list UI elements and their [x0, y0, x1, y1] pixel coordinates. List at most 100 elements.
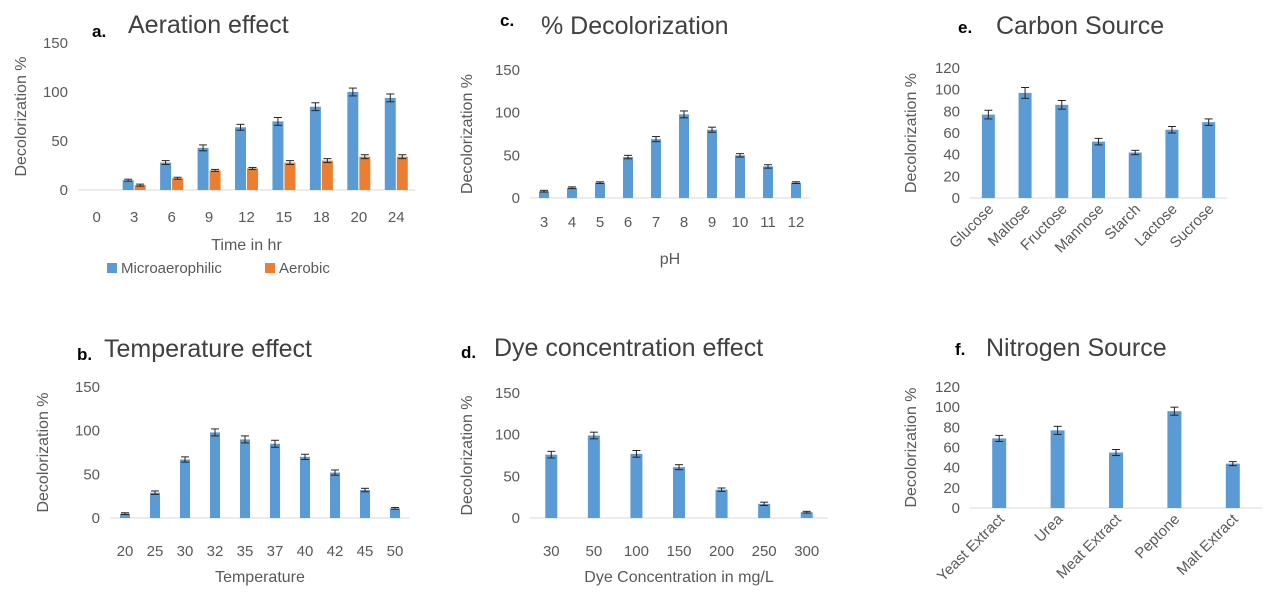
x-tick-label: 250 — [752, 543, 777, 560]
bar-c-s0-0 — [539, 191, 549, 198]
x-tick-label: 25 — [147, 543, 164, 560]
y-tick-label: 150 — [495, 385, 520, 402]
panel-label: c. — [500, 11, 514, 30]
bar-d-s0-5 — [758, 503, 771, 518]
bar-e-s0-6 — [1202, 122, 1216, 198]
bar-b-s0-0 — [120, 513, 130, 518]
y-tick-label: 0 — [60, 182, 68, 199]
panel-a: a. Aeration effect Decolorization % 0 50 100 1… — [13, 11, 415, 277]
bar-d-s0-0 — [545, 454, 558, 518]
chart-title: Aeration effect — [128, 11, 289, 39]
x-tick-label: 4 — [568, 214, 576, 231]
bar-c-s0-9 — [791, 182, 801, 198]
bar-c-s0-4 — [651, 139, 661, 198]
y-axis-title: Decolorization % — [459, 395, 476, 515]
bar-b-s0-8 — [360, 490, 370, 518]
x-tick-label: 12 — [788, 214, 805, 231]
bar-a-s1-6 — [321, 160, 333, 190]
x-tick-label: 3 — [540, 214, 548, 231]
x-tick-label: 15 — [276, 209, 293, 226]
bar-c-s0-8 — [763, 166, 773, 198]
y-tick-label: 120 — [935, 60, 960, 77]
y-tick-label: 80 — [943, 419, 960, 436]
x-tick-label: Urea — [1031, 510, 1066, 545]
x-tick-label: 24 — [388, 209, 405, 226]
bar-d-s0-3 — [673, 467, 685, 518]
y-tick-label: 150 — [495, 62, 520, 79]
bar-a-s1-3 — [209, 170, 221, 190]
bar-a-s1-7 — [359, 156, 371, 190]
y-tick-label: 0 — [92, 510, 100, 527]
y-tick-label: 120 — [935, 379, 960, 396]
bar-a-s0-1 — [122, 180, 134, 190]
bar-f-s0-0 — [992, 438, 1007, 508]
y-axis-title: Decolorization % — [13, 56, 30, 176]
panel-c: c. % Decolorization Decolorization % 0 50 100… — [459, 11, 810, 268]
y-tick-label: 100 — [75, 423, 100, 440]
x-tick-label: 12 — [238, 209, 255, 226]
x-tick-label: 35 — [237, 543, 254, 560]
x-tick-label: 20 — [117, 543, 134, 560]
x-tick-label: 42 — [327, 543, 344, 560]
x-tick-label: 37 — [267, 543, 284, 560]
y-tick-label: 40 — [943, 147, 960, 164]
panel-label: a. — [92, 22, 106, 41]
x-axis-title: Temperature — [215, 569, 305, 586]
bar-a-s0-3 — [197, 147, 209, 190]
x-tick-label: 9 — [205, 209, 213, 226]
panel-label: b. — [77, 345, 92, 364]
bar-c-s0-6 — [707, 129, 717, 198]
bar-e-s0-1 — [1018, 92, 1032, 198]
y-tick-label: 80 — [943, 103, 960, 120]
bar-f-s0-1 — [1050, 430, 1065, 508]
bar-b-s0-6 — [300, 456, 310, 518]
x-tick-label: 30 — [543, 543, 560, 560]
legend: Microaerophilic Aerobic — [107, 260, 330, 277]
x-tick-label: 18 — [313, 209, 330, 226]
y-tick-label: 20 — [943, 168, 960, 185]
panel-f: f. Nitrogen Source Decolorization % 0 20 40 60… — [903, 334, 1262, 585]
y-tick-label: 40 — [943, 460, 960, 477]
panel-b: b. Temperature effect Decolorization % 0 50 1… — [35, 335, 410, 586]
bar-e-s0-3 — [1092, 141, 1105, 198]
x-axis-title: pH — [660, 251, 680, 268]
bar-d-s0-4 — [715, 489, 728, 518]
x-tick-label: 0 — [93, 209, 101, 226]
y-tick-label: 100 — [935, 399, 960, 416]
x-tick-label: 6 — [167, 209, 175, 226]
panel-label: d. — [461, 343, 476, 362]
y-tick-label: 60 — [943, 125, 960, 142]
bar-e-s0-2 — [1055, 104, 1069, 198]
chart-title: Nitrogen Source — [986, 334, 1167, 362]
y-tick-label: 0 — [952, 190, 960, 207]
x-tick-label: Peptone — [1132, 511, 1184, 563]
x-tick-label: 50 — [387, 543, 404, 560]
bar-f-s0-2 — [1109, 452, 1123, 508]
y-tick-label: 150 — [43, 35, 68, 52]
y-tick-label: 0 — [512, 510, 520, 527]
x-tick-label: 20 — [350, 209, 367, 226]
y-tick-label: 60 — [943, 440, 960, 457]
legend-label: Microaerophilic — [121, 260, 222, 277]
x-axis-title: Dye Concentration in mg/L — [584, 569, 774, 586]
bar-b-s0-2 — [180, 459, 190, 518]
bar-b-s0-7 — [330, 472, 340, 518]
x-tick-label: 3 — [130, 209, 138, 226]
legend-swatch — [265, 263, 275, 273]
y-tick-label: 50 — [503, 147, 520, 164]
bar-f-s0-3 — [1167, 411, 1182, 508]
y-tick-label: 50 — [51, 133, 68, 150]
bar-d-s0-1 — [587, 435, 600, 518]
y-tick-label: 150 — [75, 379, 100, 396]
x-tick-label: Yeast Extract — [934, 510, 1009, 585]
x-tick-label: 8 — [680, 214, 688, 231]
bar-a-s1-5 — [284, 162, 296, 190]
bar-b-s0-5 — [270, 443, 280, 518]
x-tick-label: 300 — [794, 543, 819, 560]
bar-a-s0-5 — [272, 121, 284, 190]
y-axis-title: Decolorization % — [903, 387, 920, 507]
y-axis-title: Decolorization % — [35, 392, 52, 512]
y-axis-title: Decolorization % — [903, 73, 920, 193]
x-tick-label: 30 — [177, 543, 194, 560]
bar-c-s0-1 — [567, 187, 577, 198]
